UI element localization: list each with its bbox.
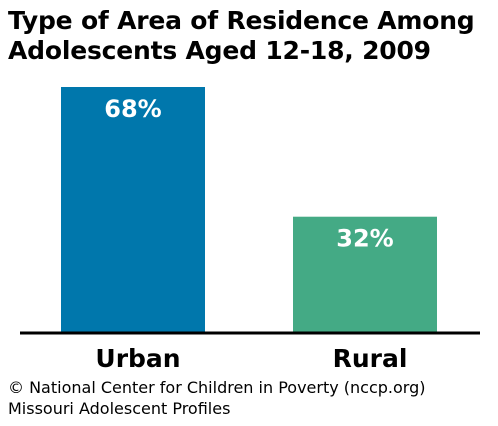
chart-title-line-2: Adolescents Aged 12-18, 2009: [8, 36, 431, 65]
bar-urban: [61, 87, 205, 332]
chart-title-line-1: Type of Area of Residence Among: [8, 6, 475, 35]
category-label-urban: Urban: [95, 344, 180, 373]
category-label-rural: Rural: [333, 344, 408, 373]
copyright-line: © National Center for Children in Povert…: [8, 378, 426, 397]
value-label-urban: 68%: [104, 95, 161, 123]
bar-rural: [293, 216, 437, 332]
chart-title: Type of Area of Residence Among Adolesce…: [8, 6, 492, 66]
source-footer: © National Center for Children in Povert…: [8, 377, 492, 419]
publication-line: Missouri Adolescent Profiles: [8, 399, 231, 418]
value-label-rural: 32%: [336, 225, 393, 253]
